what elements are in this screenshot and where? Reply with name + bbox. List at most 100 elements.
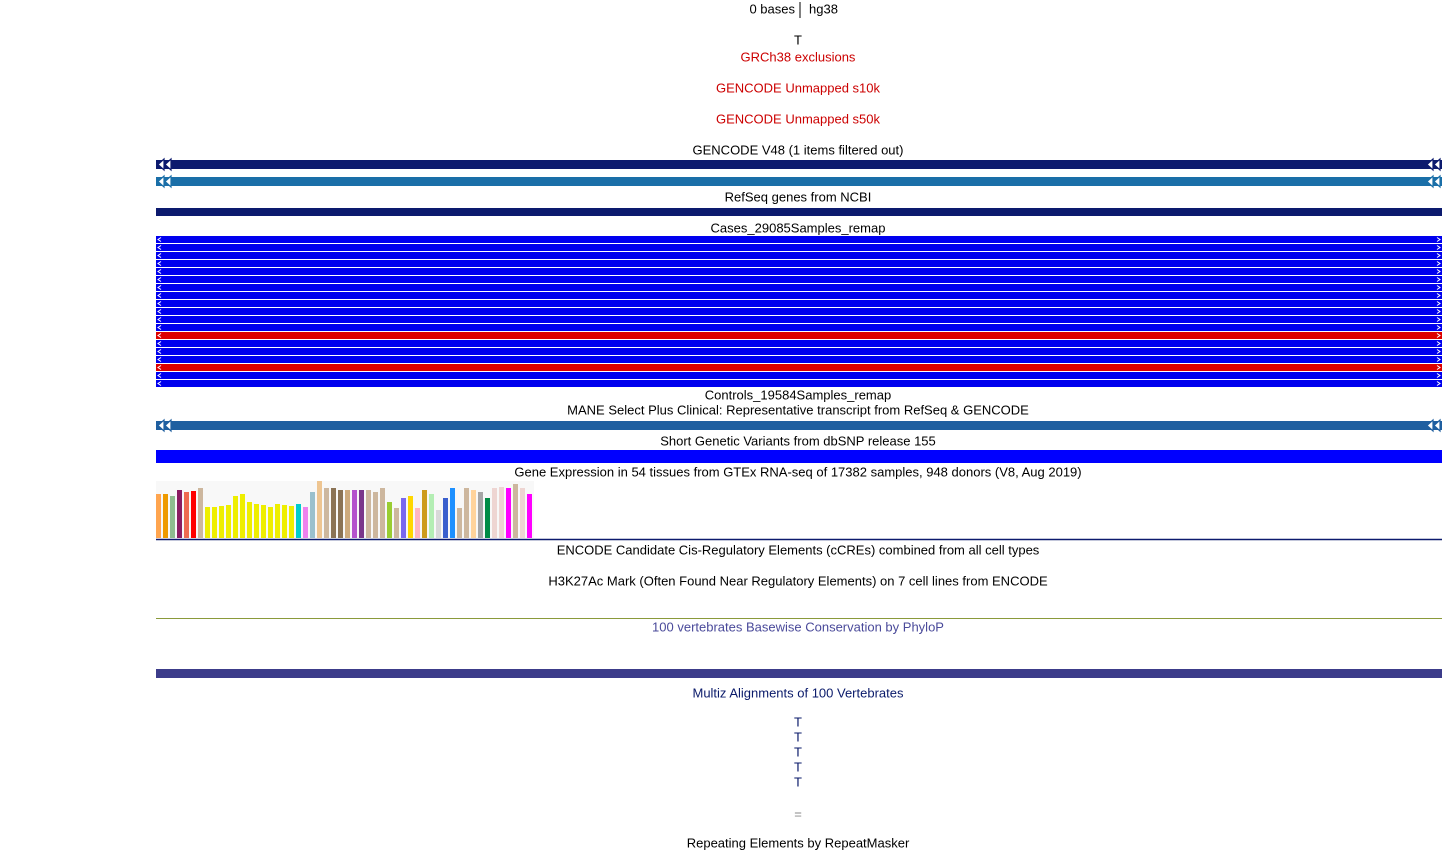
track-label: Short Genetic Variants from dbSNP releas… xyxy=(660,433,936,448)
cases-row xyxy=(156,244,1442,251)
gtex-bar xyxy=(513,484,518,538)
gtex-bar xyxy=(506,488,511,538)
gtex-bar xyxy=(205,507,210,538)
strand-arrow xyxy=(157,357,162,362)
gtex-bar xyxy=(485,498,490,538)
track-label: T xyxy=(794,744,802,759)
gtex-bar xyxy=(324,488,329,538)
strand-arrow xyxy=(157,277,162,282)
gtex-bar xyxy=(345,490,350,538)
track-label: RefSeq genes from NCBI xyxy=(725,189,872,204)
gtex-bar xyxy=(471,490,476,538)
track-label: T xyxy=(794,32,802,47)
gtex-bar xyxy=(338,490,343,538)
gtex-bar xyxy=(527,494,532,538)
cases-row xyxy=(156,300,1442,307)
strand-arrow xyxy=(1436,357,1441,362)
gtex-bar xyxy=(261,505,266,538)
strand-arrow xyxy=(1436,381,1441,386)
gtex-bar xyxy=(198,488,203,538)
strand-arrow xyxy=(157,237,162,242)
cases-row xyxy=(156,252,1442,259)
gtex-bar xyxy=(492,488,497,538)
strand-arrow xyxy=(1436,365,1441,370)
gtex-bar xyxy=(359,490,364,538)
gencode-transcript xyxy=(156,160,1442,169)
strand-arrow xyxy=(157,301,162,306)
gtex-bar xyxy=(401,498,406,538)
strand-arrow xyxy=(1433,174,1441,189)
gtex-bar xyxy=(457,508,462,538)
gtex-bar xyxy=(408,496,413,538)
gtex-bar xyxy=(282,505,287,538)
gtex-bar xyxy=(240,494,245,538)
strand-arrow xyxy=(1433,157,1441,172)
strand-arrow xyxy=(157,293,162,298)
gtex-bar xyxy=(191,491,196,538)
gtex-bar xyxy=(499,487,504,538)
mane-transcript xyxy=(156,421,1442,430)
track-label: GRCh38 exclusions xyxy=(741,49,856,64)
strand-arrow xyxy=(157,381,162,386)
gtex-bar xyxy=(296,504,301,538)
strand-arrow xyxy=(1436,253,1441,258)
gtex-bar xyxy=(352,490,357,538)
strand-arrow xyxy=(1436,245,1441,250)
strand-arrow xyxy=(1426,418,1434,433)
gtex-bar xyxy=(219,506,224,538)
cases-row xyxy=(156,308,1442,315)
gtex-bar xyxy=(289,506,294,538)
strand-arrow xyxy=(157,349,162,354)
strand-arrow xyxy=(1436,325,1441,330)
gtex-bar xyxy=(268,507,273,538)
gtex-bar xyxy=(436,510,441,538)
cases-row xyxy=(156,316,1442,323)
gtex-bar xyxy=(212,507,217,538)
strand-arrow xyxy=(1436,277,1441,282)
track-label: Multiz Alignments of 100 Vertebrates xyxy=(692,685,904,700)
cases-row xyxy=(156,268,1442,275)
track-label: Cases_29085Samples_remap xyxy=(711,220,886,235)
track-label: GENCODE V48 (1 items filtered out) xyxy=(693,142,904,157)
track-label: = xyxy=(794,806,802,821)
strand-arrow xyxy=(157,285,162,290)
strand-arrow xyxy=(1436,261,1441,266)
cases-row xyxy=(156,284,1442,291)
gencode-transcript xyxy=(156,177,1442,186)
gtex-bar xyxy=(450,488,455,538)
strand-arrow xyxy=(157,341,162,346)
gtex-bar xyxy=(310,492,315,538)
gtex-bar xyxy=(226,505,231,538)
strand-arrow xyxy=(1436,309,1441,314)
strand-arrow xyxy=(1436,349,1441,354)
dbsnp-variants xyxy=(156,450,1442,463)
gtex-bar xyxy=(254,504,259,538)
gtex-bar xyxy=(163,494,168,538)
phylop-bar xyxy=(156,669,1442,678)
gtex-bar xyxy=(184,492,189,538)
gtex-bar xyxy=(317,481,322,538)
gtex-bar xyxy=(177,490,182,538)
cases-row xyxy=(156,364,1442,371)
strand-arrow xyxy=(1426,174,1434,189)
gtex-bar xyxy=(415,508,420,538)
gtex-bar xyxy=(366,490,371,538)
strand-arrow xyxy=(1436,285,1441,290)
gtex-bar xyxy=(422,490,427,538)
gtex-bar xyxy=(394,508,399,538)
cases-row xyxy=(156,292,1442,299)
strand-arrow xyxy=(157,333,162,338)
cases-row xyxy=(156,356,1442,363)
strand-arrow xyxy=(1436,269,1441,274)
strand-arrow xyxy=(157,365,162,370)
cases-row xyxy=(156,276,1442,283)
strand-arrow xyxy=(1436,317,1441,322)
gtex-bar xyxy=(275,504,280,538)
strand-arrow xyxy=(157,373,162,378)
strand-arrow xyxy=(1436,341,1441,346)
strand-arrow xyxy=(164,157,172,172)
strand-arrow xyxy=(164,174,172,189)
gtex-bar xyxy=(387,502,392,538)
strand-arrow xyxy=(1436,293,1441,298)
strand-arrow xyxy=(1436,333,1441,338)
